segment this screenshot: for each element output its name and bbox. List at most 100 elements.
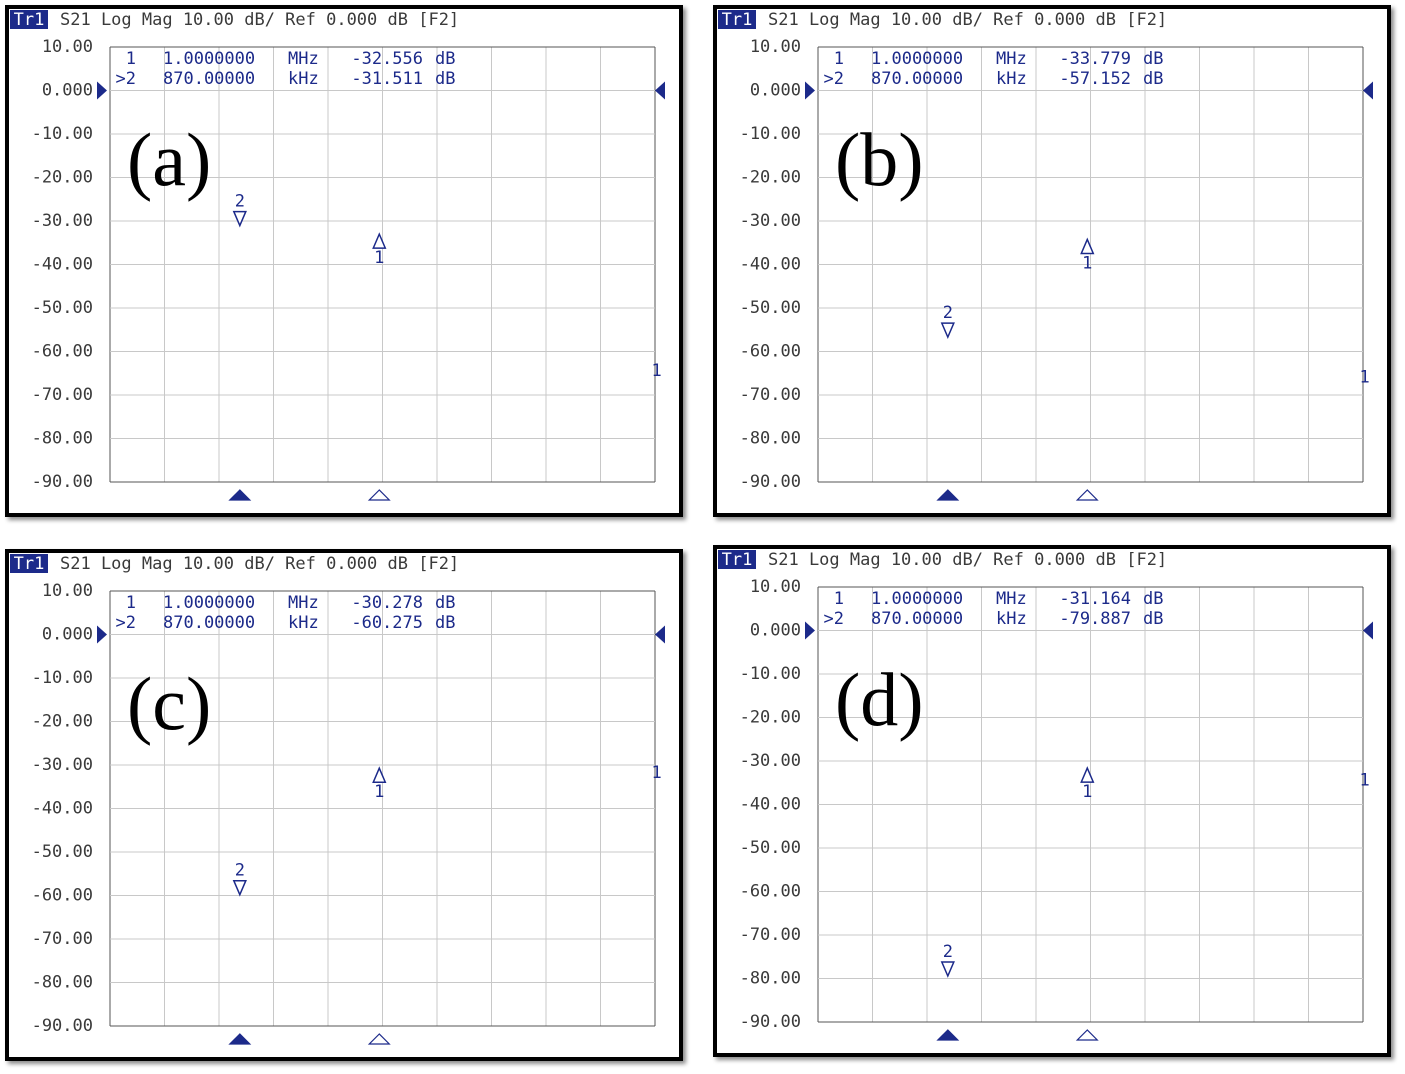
panel-label: (d) (835, 658, 924, 742)
y-tick-label: -50.00 (32, 842, 93, 862)
marker-readout-id: 1 (834, 49, 844, 69)
marker-readout-id: >2 (116, 613, 136, 633)
ref-arrow (655, 625, 665, 644)
marker-triangle (1080, 237, 1095, 255)
ref-arrow (1363, 81, 1373, 100)
marker-id: 1 (374, 782, 384, 802)
marker-value-unit: dB (435, 613, 455, 633)
y-tick-label: -20.00 (32, 712, 93, 732)
marker-id: 2 (943, 942, 953, 962)
bottom-marker (936, 489, 960, 501)
y-tick-label: -20.00 (740, 168, 801, 188)
y-tick-label: -60.00 (740, 882, 801, 902)
marker-triangle (940, 322, 955, 340)
marker-triangle (1080, 766, 1095, 783)
panel-background (5, 549, 683, 1061)
panel: Tr1 S21 Log Mag 10.00 dB/ Ref 0.000 dB [F… (713, 5, 1391, 517)
marker-value: -79.887 (1059, 609, 1131, 629)
trace-badge (718, 10, 756, 29)
y-tick-label: -90.00 (740, 1012, 801, 1032)
y-tick-label: 10.00 (42, 37, 93, 57)
y-tick-label: -30.00 (32, 211, 93, 231)
marker-frequency: 870.00000 (163, 69, 255, 89)
bottom-marker (367, 1033, 391, 1045)
marker-frequency: 1.0000000 (163, 49, 255, 69)
trace-label: 1 (651, 763, 661, 783)
y-tick-label: -40.00 (32, 255, 93, 275)
marker-frequency: 1.0000000 (871, 49, 963, 69)
chart: Tr1 S21 Log Mag 10.00 dB/ Ref 0.000 dB [F… (713, 545, 1391, 1057)
marker-value: -31.164 (1059, 589, 1131, 609)
trace-badge (718, 550, 756, 569)
y-tick-label: -60.00 (32, 886, 93, 906)
trace-badge (10, 554, 48, 573)
y-tick-label: 0.000 (42, 625, 93, 645)
y-tick-label: -30.00 (740, 211, 801, 231)
marker-value-unit: dB (1143, 69, 1163, 89)
y-tick-label: -10.00 (32, 668, 93, 688)
y-tick-label: -10.00 (740, 124, 801, 144)
trace-label: 1 (651, 361, 661, 381)
marker-triangle (232, 210, 247, 228)
marker-frequency: 870.00000 (871, 609, 963, 629)
y-tick-label: -50.00 (740, 838, 801, 858)
y-tick-label: 0.000 (750, 81, 801, 101)
marker-id: 1 (374, 248, 384, 268)
panel-label: (b) (835, 118, 924, 202)
y-tick-label: -70.00 (740, 385, 801, 405)
marker-id: 1 (1082, 253, 1092, 273)
y-tick-label: -50.00 (740, 298, 801, 318)
trace-name: Tr1 (722, 550, 753, 570)
ref-arrow (805, 621, 815, 640)
bottom-marker (228, 1033, 252, 1045)
y-tick-label: -80.00 (32, 973, 93, 993)
y-tick-label: -60.00 (740, 342, 801, 362)
marker-value-unit: dB (435, 49, 455, 69)
y-tick-label: -90.00 (32, 472, 93, 492)
bottom-marker (936, 1029, 960, 1041)
marker-value: -33.779 (1059, 49, 1131, 69)
y-tick-label: -60.00 (32, 342, 93, 362)
marker-frequency-unit: kHz (288, 69, 319, 89)
y-tick-label: -90.00 (740, 472, 801, 492)
y-tick-label: -20.00 (32, 168, 93, 188)
marker-value-unit: dB (1143, 609, 1163, 629)
y-tick-label: -50.00 (32, 298, 93, 318)
marker-frequency-unit: kHz (996, 609, 1027, 629)
bottom-marker (1075, 489, 1099, 501)
trace-badge (10, 10, 48, 29)
marker-value-unit: dB (435, 593, 455, 613)
marker-frequency: 870.00000 (163, 613, 255, 633)
marker-id: 2 (235, 861, 245, 881)
y-tick-label: -10.00 (32, 124, 93, 144)
panel: Tr1 S21 Log Mag 10.00 dB/ Ref 0.000 dB [F… (5, 549, 683, 1061)
y-tick-label: -80.00 (740, 429, 801, 449)
marker-triangle (372, 232, 387, 249)
ref-arrow (97, 81, 107, 100)
marker-value: -57.152 (1059, 69, 1131, 89)
panel-label: (c) (127, 662, 211, 746)
ref-arrow (805, 81, 815, 100)
marker-frequency: 1.0000000 (871, 589, 963, 609)
marker-value: -31.511 (351, 69, 423, 89)
marker-frequency-unit: kHz (996, 69, 1027, 89)
marker-triangle (372, 766, 387, 783)
trace-label: 1 (1359, 368, 1369, 388)
y-tick-label: 10.00 (750, 577, 801, 597)
marker-frequency-unit: kHz (288, 613, 319, 633)
ref-arrow (97, 625, 107, 644)
y-tick-label: -40.00 (740, 255, 801, 275)
header: S21 Log Mag 10.00 dB/ Ref 0.000 dB [F2] (768, 550, 1167, 570)
y-tick-label: -90.00 (32, 1016, 93, 1036)
y-tick-label: -10.00 (740, 664, 801, 684)
header: S21 Log Mag 10.00 dB/ Ref 0.000 dB [F2] (60, 554, 459, 574)
trace-label: 1 (1359, 771, 1369, 791)
y-tick-label: -70.00 (740, 925, 801, 945)
marker-value: -30.278 (351, 593, 423, 613)
y-tick-label: 10.00 (750, 37, 801, 57)
marker-readout-id: >2 (116, 69, 136, 89)
trace-name: Tr1 (722, 10, 753, 30)
trace-name: Tr1 (14, 554, 45, 574)
bottom-marker (228, 489, 252, 501)
